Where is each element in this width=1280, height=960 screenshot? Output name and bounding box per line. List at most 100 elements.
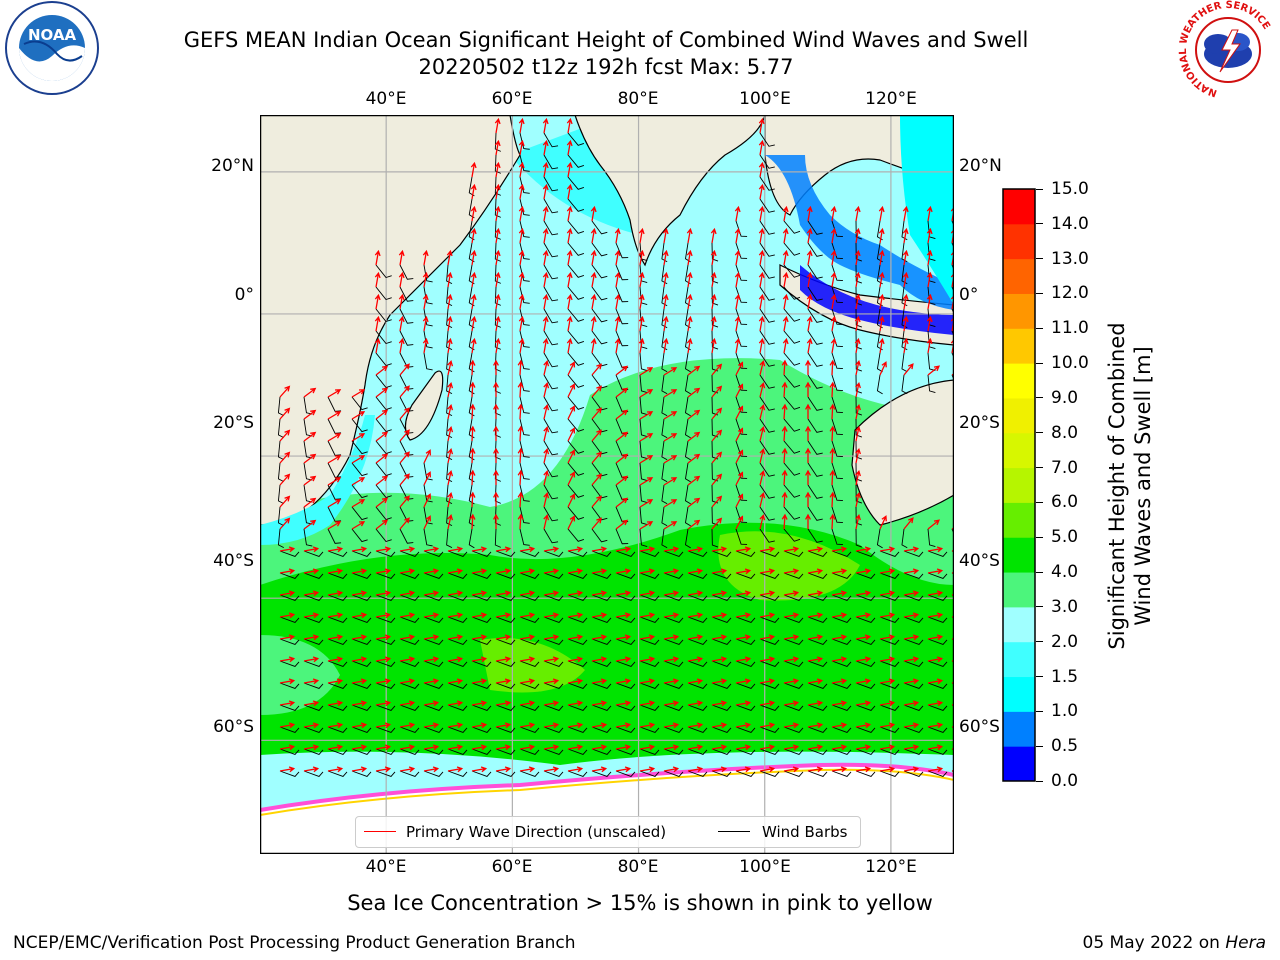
wave-arrow	[566, 315, 573, 332]
wave-arrow	[903, 363, 914, 376]
wave-arrow	[303, 453, 317, 464]
wave-arrow	[663, 521, 678, 530]
wave-arrow	[805, 359, 811, 376]
wave-arrow	[879, 678, 896, 685]
wind-barb	[855, 418, 863, 438]
wave-arrow	[327, 499, 342, 508]
wind-barb	[807, 330, 823, 345]
wave-arrow	[879, 766, 896, 773]
wind-barb	[591, 682, 612, 690]
wind-barb	[735, 572, 756, 580]
wave-arrow	[399, 429, 410, 442]
wind-barb	[399, 638, 420, 646]
wave-arrow	[711, 385, 723, 398]
wind-barb	[783, 220, 801, 234]
wave-arrow	[639, 521, 654, 530]
wind-barb	[735, 484, 748, 501]
wind-barb	[327, 484, 342, 500]
wind-barb	[759, 176, 775, 191]
colorbar-label-line1: Significant Height of Combined	[1105, 322, 1129, 650]
wind-barb	[687, 660, 708, 668]
wind-barb	[495, 726, 516, 734]
wave-arrow	[855, 403, 861, 420]
wind-barb	[684, 462, 691, 483]
wave-arrow	[903, 517, 914, 530]
wind-barb	[901, 374, 908, 395]
wave-arrow	[734, 249, 741, 266]
wave-arrow	[662, 337, 669, 354]
wave-arrow	[279, 678, 296, 685]
wave-arrow	[591, 722, 608, 729]
legend-wind-barbs-swatch	[718, 831, 750, 832]
wave-arrow	[783, 678, 800, 685]
wave-arrow	[735, 568, 752, 575]
wind-barb	[567, 286, 585, 300]
wave-arrow	[711, 429, 723, 442]
wind-barb	[783, 616, 804, 624]
wind-barb	[399, 660, 420, 668]
wave-arrow	[710, 271, 717, 288]
wind-barb	[567, 462, 585, 476]
wave-arrow	[542, 183, 549, 200]
wave-arrow	[327, 433, 342, 442]
wind-barb	[423, 594, 444, 602]
wave-arrow	[399, 656, 416, 663]
wind-barb	[927, 770, 948, 778]
wave-arrow	[711, 766, 728, 773]
wave-arrow	[902, 205, 909, 222]
wave-arrow	[518, 139, 525, 156]
wind-barb	[855, 550, 876, 558]
wind-barb	[783, 330, 801, 344]
wave-arrow	[351, 766, 368, 773]
wind-barb	[591, 286, 608, 301]
wave-height-map	[260, 115, 954, 854]
wave-arrow	[447, 678, 464, 685]
wind-barb	[494, 242, 501, 262]
wave-arrow	[567, 471, 576, 486]
wind-barb	[639, 374, 648, 394]
wind-barb	[399, 308, 414, 324]
wave-arrow	[494, 227, 501, 244]
wave-arrow	[711, 744, 728, 751]
wind-barb	[711, 550, 732, 558]
wind-barb	[639, 352, 648, 372]
wave-arrow	[493, 403, 499, 419]
wave-arrow	[470, 337, 477, 354]
wave-arrow	[591, 546, 608, 553]
land-madagascar	[404, 370, 444, 441]
wave-arrow	[878, 293, 885, 310]
colorbar-tick-mark	[1036, 606, 1043, 608]
wind-barb	[855, 770, 876, 778]
wind-barb	[351, 484, 368, 499]
wind-barb	[687, 572, 708, 580]
wave-arrow	[639, 499, 654, 508]
wind-barb	[831, 638, 852, 646]
wind-barb	[543, 638, 564, 646]
wind-barb	[279, 638, 300, 646]
wave-arrow	[469, 359, 476, 376]
wave-arrow	[854, 205, 861, 222]
wave-arrow	[614, 249, 621, 266]
wind-barb	[519, 484, 530, 502]
wave-arrow	[517, 359, 524, 376]
wave-arrow	[351, 521, 366, 530]
wave-arrow	[639, 367, 654, 376]
wave-arrow	[566, 117, 573, 134]
wave-arrow	[566, 139, 573, 156]
colorbar-tick-mark	[1036, 362, 1043, 364]
wind-barb	[831, 660, 852, 668]
wave-arrow	[711, 451, 723, 464]
wind-barb	[591, 264, 608, 279]
wave-arrow	[494, 293, 501, 310]
wave-arrow	[470, 161, 477, 178]
wave-arrow	[758, 293, 765, 310]
wind-barb	[639, 748, 660, 756]
wind-barb	[399, 704, 420, 712]
wind-barb	[783, 550, 804, 558]
wave-arrow	[855, 656, 872, 663]
wind-barb	[903, 550, 924, 558]
wind-barb	[327, 616, 348, 624]
wave-arrow	[566, 227, 573, 244]
noaa-logo-icon: NOAA	[5, 1, 99, 95]
wind-barb	[639, 770, 660, 778]
